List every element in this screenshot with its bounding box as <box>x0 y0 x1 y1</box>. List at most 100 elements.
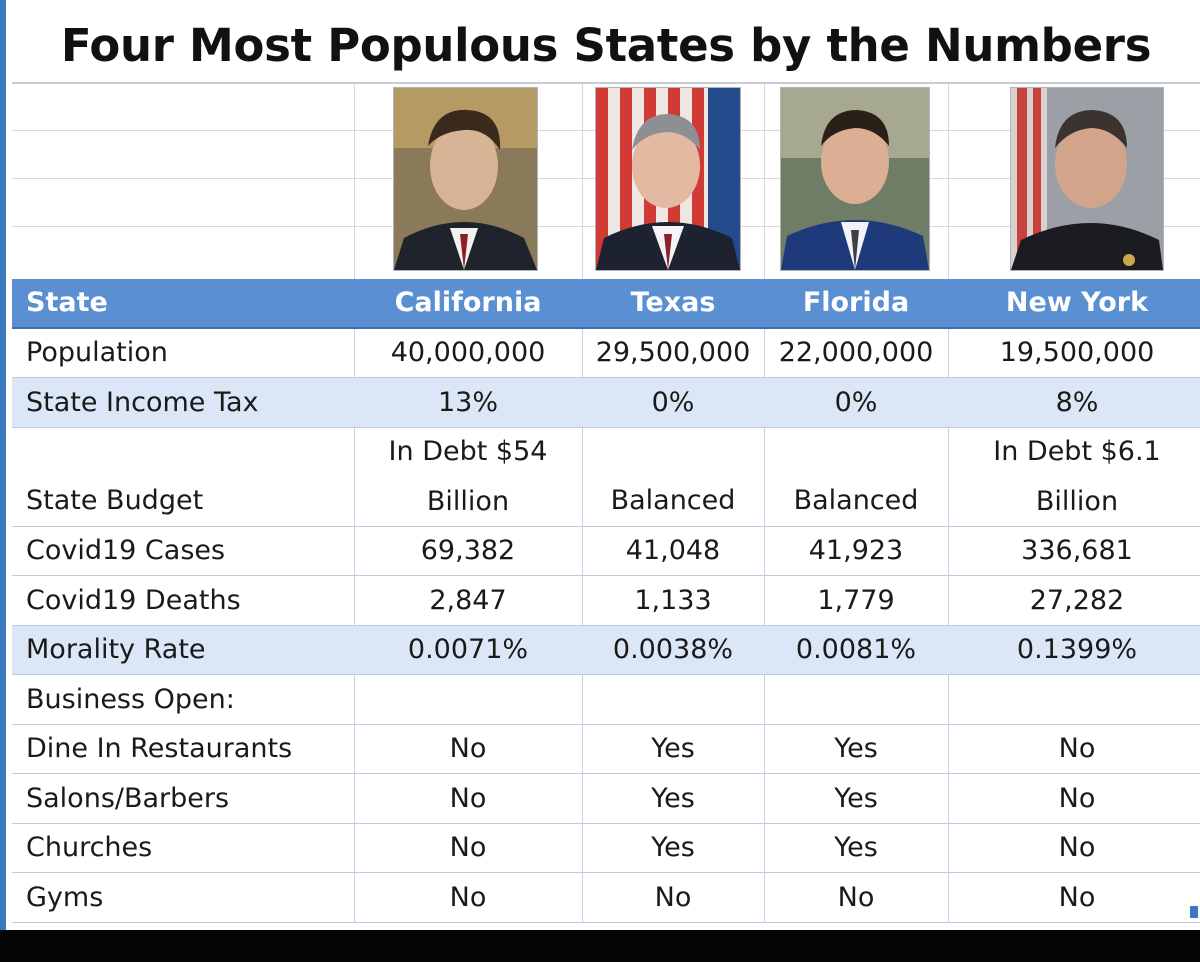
data-cell-texas: Yes <box>651 733 695 765</box>
data-cell-california: 40,000,000 <box>390 337 546 369</box>
data-cell-california: In Debt $54 Billion <box>388 436 548 517</box>
data-cell-texas: 29,500,000 <box>595 337 751 369</box>
row-label: State Income Tax <box>26 386 259 418</box>
column-separator <box>582 724 583 773</box>
data-cell-new-york: No <box>1058 782 1096 814</box>
column-separator <box>948 823 949 872</box>
data-cell-florida: 22,000,000 <box>778 337 934 369</box>
data-cell-florida: Yes <box>834 782 878 814</box>
row-label: Morality Rate <box>26 634 206 666</box>
chart-title: Four Most Populous States by the Numbers <box>60 19 1152 72</box>
data-cell-texas <box>582 675 764 724</box>
table-row-business-open: Business Open: <box>12 675 1200 725</box>
data-cell-new-york <box>948 675 1200 724</box>
column-separator <box>764 873 765 922</box>
column-separator <box>948 526 949 575</box>
data-cell-florida: 0% <box>834 386 878 418</box>
data-cell-texas: 1,133 <box>634 584 712 616</box>
column-separator <box>354 774 355 823</box>
data-cell-new-york: No <box>1058 881 1096 913</box>
data-cell-florida: Yes <box>834 733 878 765</box>
column-separator <box>582 526 583 575</box>
header-cell-texas: Texas <box>630 287 716 319</box>
california-governor-photo <box>394 88 537 270</box>
data-cell-texas: Yes <box>651 782 695 814</box>
row-label: State Budget <box>26 485 204 516</box>
column-separator <box>764 576 765 625</box>
table-row-state-budget: State Budget In Debt $54 Billion Balanced Ba… <box>12 427 1200 527</box>
column-separator <box>764 328 765 377</box>
table-row-morality-rate: Morality Rate 0.0071% 0.0038% 0.0081% 0.1399… <box>12 625 1200 675</box>
column-separator <box>582 823 583 872</box>
column-separator <box>354 427 355 526</box>
data-cell-florida: Balanced <box>793 485 919 516</box>
column-separator <box>582 328 583 377</box>
table-header-row: State California Texas Florida New York <box>12 279 1200 329</box>
sheet-gridline <box>354 84 355 279</box>
column-separator <box>948 774 949 823</box>
sheet-gridline <box>582 84 583 279</box>
row-label: Business Open: <box>26 683 235 715</box>
florida-governor-photo <box>781 88 929 270</box>
column-separator <box>582 427 583 526</box>
column-separator <box>948 724 949 773</box>
data-cell-california: 2,847 <box>429 584 507 616</box>
title-divider <box>12 82 1200 84</box>
table-row-churches: Churches No Yes Yes No <box>12 823 1200 873</box>
data-cell-texas: 0.0038% <box>612 634 734 666</box>
row-label: Covid19 Cases <box>26 535 226 567</box>
data-cell-florida: 0.0081% <box>795 634 917 666</box>
row-label: Salons/Barbers <box>26 782 230 814</box>
row-label: Churches <box>26 832 153 864</box>
data-cell-california: No <box>449 782 487 814</box>
data-cell-new-york: 8% <box>1055 386 1099 418</box>
table-row-dine-in-restaurants: Dine In Restaurants No Yes Yes No <box>12 724 1200 774</box>
data-cell-california: 69,382 <box>420 535 516 567</box>
column-separator <box>582 675 583 724</box>
header-cell-new-york: New York <box>1005 287 1149 319</box>
column-separator <box>582 873 583 922</box>
table-row-covid19-cases: Covid19 Cases 69,382 41,048 41,923 336,681 <box>12 526 1200 576</box>
row-label: Dine In Restaurants <box>26 733 293 765</box>
column-separator <box>764 724 765 773</box>
data-cell-texas: 0% <box>651 386 695 418</box>
column-separator <box>948 873 949 922</box>
column-separator <box>948 328 949 377</box>
row-label: Population <box>26 337 168 369</box>
data-cell-california: 0.0071% <box>407 634 529 666</box>
data-cell-california: No <box>449 881 487 913</box>
column-separator <box>354 576 355 625</box>
column-separator <box>764 526 765 575</box>
column-separator <box>582 774 583 823</box>
selection-handle <box>1190 906 1198 918</box>
column-separator <box>764 427 765 526</box>
data-cell-new-york: 19,500,000 <box>999 337 1155 369</box>
column-separator <box>948 576 949 625</box>
texas-governor-photo <box>596 88 740 270</box>
data-cell-new-york: In Debt $6.1 Billion <box>993 436 1161 517</box>
data-cell-texas: 41,048 <box>625 535 721 567</box>
table-row-state-income-tax: State Income Tax 13% 0% 0% 8% <box>12 378 1200 428</box>
spreadsheet-frame: Four Most Populous States by the Numbers <box>0 0 1200 930</box>
data-cell-new-york: No <box>1058 733 1096 765</box>
header-cell-florida: Florida <box>802 287 910 319</box>
row-label: Covid19 Deaths <box>26 584 241 616</box>
data-cell-florida: 41,923 <box>808 535 904 567</box>
data-cell-new-york: No <box>1058 832 1096 864</box>
data-cell-florida <box>764 675 948 724</box>
data-cell-california <box>354 675 582 724</box>
data-cell-california: 13% <box>437 386 498 418</box>
column-separator <box>764 675 765 724</box>
column-separator <box>354 724 355 773</box>
column-separator <box>948 427 949 526</box>
table-row-gyms: Gyms No No No No <box>12 873 1200 923</box>
column-separator <box>764 823 765 872</box>
table-row-covid19-deaths: Covid19 Deaths 2,847 1,133 1,779 27,282 <box>12 576 1200 626</box>
row-label: Gyms <box>26 881 104 913</box>
sheet-gridline <box>764 84 765 279</box>
data-cell-california: No <box>449 733 487 765</box>
column-separator <box>582 576 583 625</box>
column-separator <box>354 823 355 872</box>
data-cell-texas: Balanced <box>610 485 736 516</box>
data-cell-florida: No <box>837 881 875 913</box>
